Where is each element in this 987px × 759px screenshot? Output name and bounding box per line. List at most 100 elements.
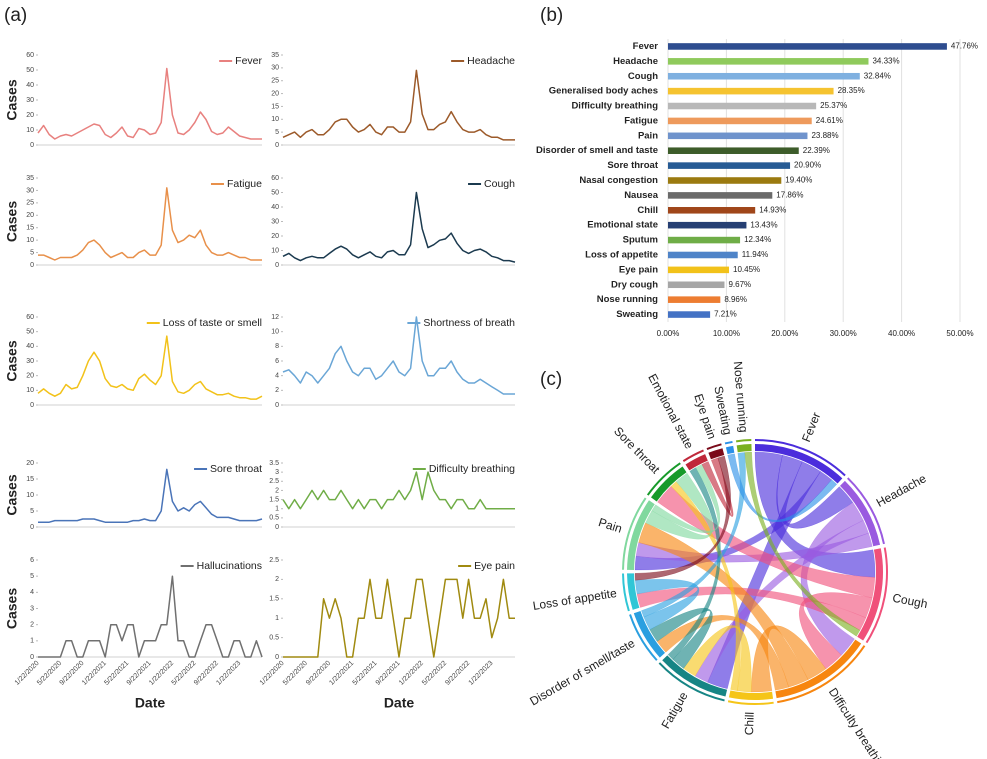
y-tick-label: Sweating (616, 309, 658, 320)
y-tick-label: 10 (271, 247, 279, 254)
bar (668, 147, 799, 154)
legend-label: Headache (467, 55, 515, 67)
y-axis-label: Cases (4, 588, 20, 629)
y-tick-label: Generalised body aches (549, 86, 658, 97)
y-tick-label: 10 (26, 387, 34, 394)
chord-outer-arc (622, 573, 630, 612)
y-tick-label: Loss of appetite (585, 249, 658, 260)
series-line (37, 335, 263, 400)
series-line (282, 69, 515, 141)
chord-ribbon (638, 522, 809, 688)
y-tick-label: Headache (613, 56, 658, 67)
bar (668, 58, 869, 65)
y-tick-label: 0 (275, 524, 279, 531)
chord-outer-arc (658, 662, 725, 702)
y-tick-label: 2.5 (269, 557, 279, 564)
y-tick-label: 30 (26, 97, 34, 104)
legend-label: Cough (484, 178, 515, 190)
bar (668, 87, 834, 95)
x-tick-label: 10.00% (713, 329, 740, 338)
y-tick-label: 2 (275, 387, 279, 394)
panel-label: (a) (4, 5, 27, 26)
y-tick-label: 20 (271, 90, 279, 97)
y-tick-label: 1 (30, 638, 34, 645)
y-tick-label: 30 (26, 187, 34, 194)
value-label: 32.84% (864, 71, 891, 80)
value-label: 23.88% (811, 131, 838, 140)
y-tick-label: 0 (30, 262, 34, 269)
value-label: 22.39% (803, 146, 830, 155)
bar (668, 251, 738, 259)
bar (668, 177, 782, 184)
chord-ribbon (744, 451, 861, 637)
y-tick-label: 1.5 (269, 596, 279, 603)
chord-ribbon (641, 452, 746, 618)
x-tick-label: 20.00% (771, 329, 798, 338)
x-tick-label: 1/22/2023 (215, 660, 242, 687)
y-tick-label: 60 (26, 52, 34, 59)
legend-label: Hallucinations (197, 560, 262, 572)
y-tick-label: Sore throat (607, 160, 659, 171)
y-tick-label: 10 (271, 116, 279, 123)
y-tick-label: 10 (26, 127, 34, 134)
y-tick-label: 0 (30, 402, 34, 409)
chord-ribbon (634, 455, 731, 581)
bar (668, 296, 721, 303)
chord-ribbon (656, 615, 790, 691)
chord-arc (775, 639, 862, 699)
node-label: Disorder of smell/taste (527, 636, 637, 709)
y-tick-label: 0 (275, 402, 279, 409)
chord-ribbon (701, 457, 734, 517)
value-label: 24.61% (816, 116, 843, 125)
y-tick-label: 3 (30, 605, 34, 612)
y-tick-label: 1.5 (269, 496, 279, 503)
y-tick-label: 35 (271, 52, 279, 59)
legend-label: Sore throat (210, 463, 262, 475)
bar (668, 207, 756, 214)
y-tick-label: 15 (271, 103, 279, 110)
y-tick-label: 2 (275, 487, 279, 494)
y-tick-label: Fatigue (624, 115, 658, 126)
x-tick-label: 30.00% (830, 329, 857, 338)
x-axis-label: Date (135, 695, 166, 711)
y-tick-label: 15 (26, 225, 34, 232)
bar (668, 281, 725, 289)
y-tick-label: 40 (26, 343, 34, 350)
value-label: 11.94% (742, 250, 769, 259)
y-tick-label: 30 (271, 218, 279, 225)
series-line (283, 578, 515, 658)
chord-arc (662, 655, 728, 697)
value-label: 9.67% (728, 280, 751, 289)
series-line (38, 187, 262, 261)
node-label: Headache (874, 471, 929, 510)
value-label: 10.45% (733, 265, 760, 274)
y-tick-label: 12 (271, 314, 279, 321)
series-line (282, 471, 515, 510)
y-tick-label: 60 (271, 175, 279, 182)
node-label: Nose running (731, 361, 751, 433)
node-label: Difficulty breathing (826, 685, 891, 759)
y-tick-label: Nasal congestion (579, 175, 658, 186)
chord-arc (725, 445, 735, 455)
series-line (38, 575, 263, 658)
chord-arc (685, 454, 708, 471)
y-tick-label: Difficulty breathing (571, 101, 658, 112)
chord-outer-arc (727, 700, 774, 705)
panel-label: (b) (540, 5, 563, 26)
chord-arc (755, 444, 843, 484)
value-label: 14.93% (759, 205, 786, 214)
y-tick-label: Eye pain (619, 264, 658, 275)
y-tick-label: 20 (26, 373, 34, 380)
y-tick-label: 20 (271, 233, 279, 240)
y-axis-label: Cases (4, 201, 20, 242)
y-tick-label: 25 (271, 78, 279, 85)
y-tick-label: 0 (275, 654, 279, 661)
node-label: Fatigue (658, 689, 690, 731)
y-tick-label: Chill (637, 205, 658, 216)
node-label: Sore throat (611, 424, 663, 477)
y-tick-label: 0 (30, 524, 34, 531)
y-tick-label: 10 (26, 492, 34, 499)
x-tick-label: 0.00% (657, 329, 680, 338)
chord-outer-arc (646, 462, 681, 496)
